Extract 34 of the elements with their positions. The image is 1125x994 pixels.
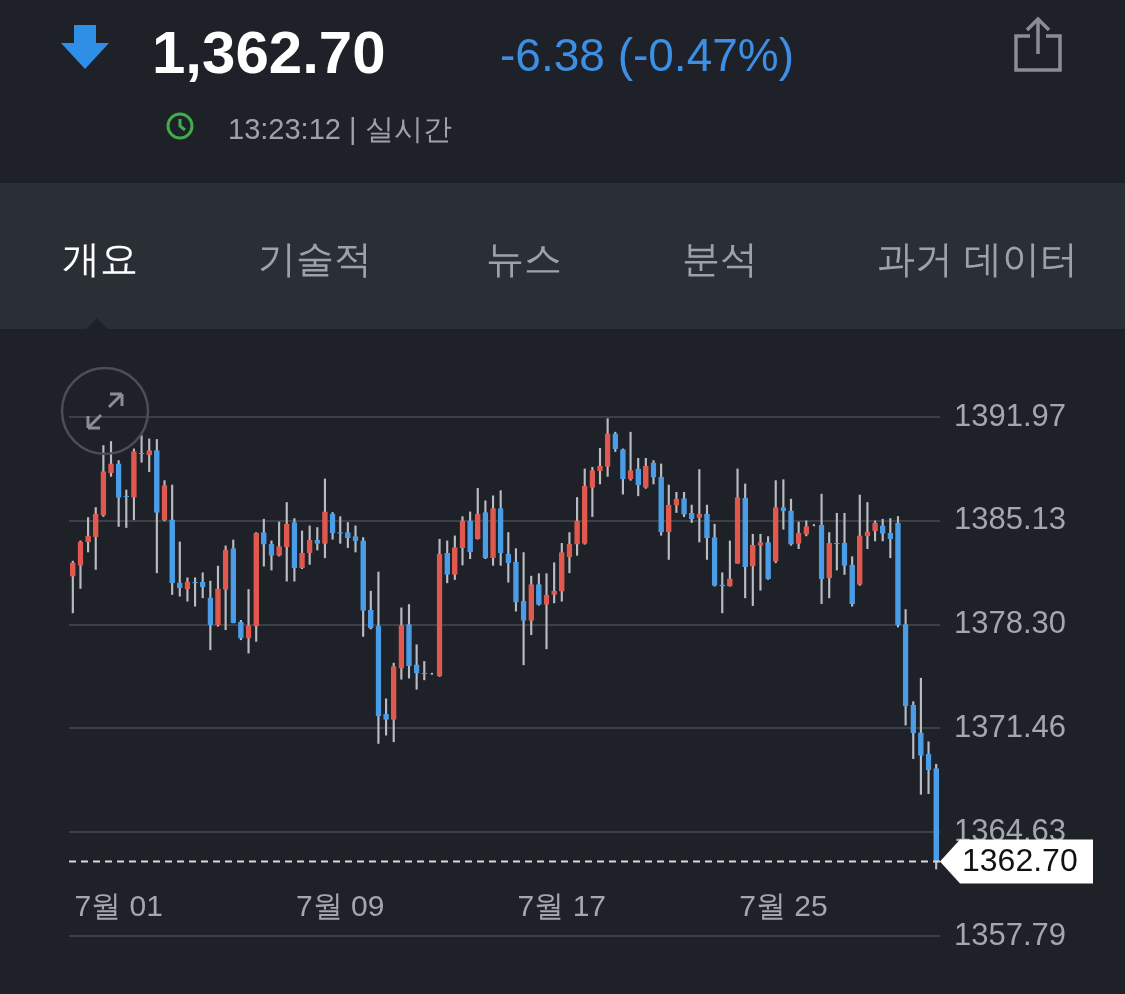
text: 뉴스 bbox=[486, 237, 562, 282]
candlestick bbox=[299, 530, 305, 570]
candlestick bbox=[490, 495, 496, 566]
y-tick-label: 1391.97 bbox=[954, 397, 1067, 433]
y-tick-label: 1385.13 bbox=[954, 501, 1067, 537]
x-tick-label: 7월 17 bbox=[517, 889, 606, 923]
candlestick bbox=[406, 604, 412, 679]
candlestick bbox=[138, 435, 145, 463]
text: 과거 데이터 bbox=[877, 237, 1078, 282]
text: 개요 bbox=[62, 237, 138, 282]
candlestick bbox=[895, 516, 901, 628]
text: 기술적 bbox=[258, 237, 372, 282]
x-tick-label: 7월 01 bbox=[74, 889, 163, 923]
candlestick bbox=[108, 441, 114, 477]
candlestick bbox=[757, 533, 764, 591]
y-tick-label: 1378.30 bbox=[954, 605, 1067, 641]
candlestick bbox=[788, 498, 794, 546]
candlestick bbox=[322, 478, 328, 559]
candlestick bbox=[513, 548, 519, 612]
chart-title: 1,362.70 bbox=[152, 18, 386, 87]
candlestick bbox=[215, 565, 221, 627]
candlestick bbox=[704, 504, 710, 560]
y-tick-label: 1357.79 bbox=[954, 916, 1067, 952]
text: 분석 bbox=[682, 237, 758, 282]
candlestick bbox=[192, 577, 198, 607]
x-tick-label: 7월 09 bbox=[296, 889, 385, 923]
candlestick bbox=[597, 447, 603, 485]
candlestick bbox=[834, 512, 840, 571]
x-tick-label: 7월 25 bbox=[739, 889, 828, 923]
candlestick bbox=[681, 491, 687, 517]
text: 13:23:12 | 실시간 bbox=[228, 112, 452, 147]
y-tick-label: 1371.46 bbox=[954, 708, 1067, 744]
candlestick bbox=[123, 489, 130, 528]
chart-subtitle: -6.38 (-0.47%) bbox=[500, 28, 795, 82]
